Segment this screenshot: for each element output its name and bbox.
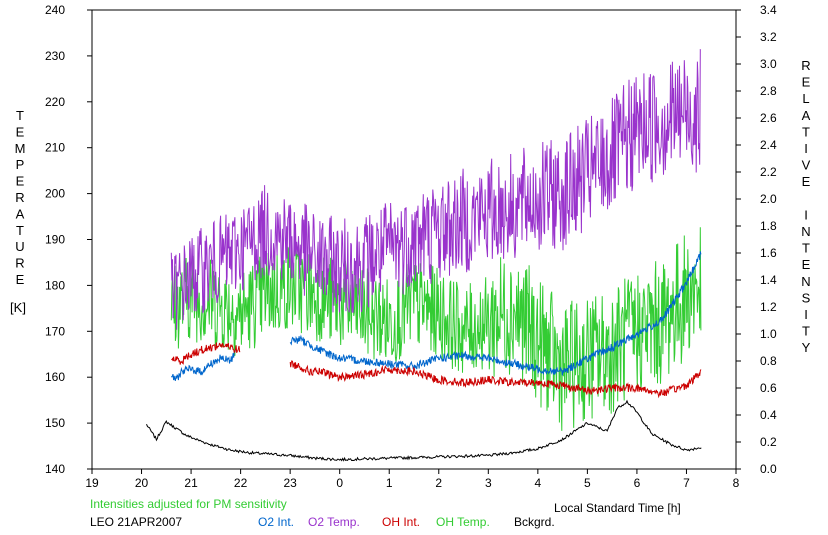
right-tick-label: 3.0 xyxy=(760,57,777,71)
series-layer xyxy=(146,48,702,462)
x-axis-title: Local Standard Time [h] xyxy=(554,501,681,515)
axis-title-letter: A xyxy=(16,206,25,221)
x-tick-label: 21 xyxy=(184,476,198,490)
right-tick-label: 2.8 xyxy=(760,84,777,98)
axis-title-letter: S xyxy=(802,290,811,305)
right-tick-label: 1.0 xyxy=(760,327,777,341)
x-tick-label: 0 xyxy=(336,476,343,490)
series-line-bckgrd xyxy=(146,399,702,462)
series-line-oh-int xyxy=(289,359,702,399)
right-axis-ticks: 0.0 0.2 0.4 0.6 0.8 1.0 1.2 1.4 1.6 1.8 2.0 2.2 2.4 2… xyxy=(736,3,777,476)
left-tick-label: 220 xyxy=(45,95,65,109)
axis-title-letter: E xyxy=(16,124,25,139)
right-tick-label: 0.4 xyxy=(760,408,777,422)
axis-title-letter: I xyxy=(804,141,808,156)
axis-title-letter: E xyxy=(16,174,25,189)
x-tick-label: 7 xyxy=(683,476,690,490)
x-tick-label: 1 xyxy=(386,476,393,490)
axis-title-letter: A xyxy=(802,108,811,123)
axis-title-letter: T xyxy=(16,223,24,238)
left-tick-label: 170 xyxy=(45,324,65,338)
series-line-o2-temp xyxy=(170,48,702,330)
left-tick-label: 240 xyxy=(45,3,65,17)
axis-title-letter: R xyxy=(15,190,24,205)
legend-entry: O2 Int. xyxy=(258,515,294,529)
x-tick-label: 8 xyxy=(733,476,740,490)
axis-title-letter: T xyxy=(802,124,810,139)
left-axis-ticks: 140 150 160 170 180 190 200 210 220 230 240 xyxy=(45,3,92,476)
x-tick-label: 22 xyxy=(234,476,248,490)
x-tick-label: 19 xyxy=(85,476,99,490)
right-tick-label: 3.2 xyxy=(760,30,777,44)
legend-entry: OH Temp. xyxy=(436,515,490,529)
axis-title-letter: R xyxy=(15,256,24,271)
x-tick-label: 6 xyxy=(634,476,641,490)
left-tick-label: 230 xyxy=(45,49,65,63)
sensitivity-note: Intensities adjusted for PM sensitivity xyxy=(90,497,287,511)
x-axis-ticks: 19 20 21 22 23 0 1 2 3 4 5 6 7 8 xyxy=(85,469,740,490)
left-tick-label: 190 xyxy=(45,233,65,247)
axis-title-letter: I xyxy=(804,307,808,322)
left-tick-label: 210 xyxy=(45,141,65,155)
x-tick-label: 23 xyxy=(283,476,297,490)
series-line-oh-int xyxy=(171,342,241,365)
x-tick-label: 5 xyxy=(584,476,591,490)
x-tick-label: 3 xyxy=(485,476,492,490)
right-tick-label: 0.2 xyxy=(760,435,777,449)
right-tick-label: 2.0 xyxy=(760,192,777,206)
left-tick-label: 150 xyxy=(45,416,65,430)
right-tick-label: 2.6 xyxy=(760,111,777,125)
right-tick-label: 0.8 xyxy=(760,354,777,368)
axis-title-letter: Y xyxy=(802,340,811,355)
axis-title-letter: M xyxy=(15,141,26,156)
series-line-o2-int xyxy=(170,350,236,381)
axis-title-letter: N xyxy=(801,224,810,239)
legend-entry: O2 Temp. xyxy=(308,515,360,529)
left-tick-label: 200 xyxy=(45,187,65,201)
axis-title-letter: U xyxy=(15,239,24,254)
axis-title-letter: L xyxy=(802,91,809,106)
left-tick-label: 180 xyxy=(45,278,65,292)
legend-entry: Bckgrd. xyxy=(514,515,555,529)
legend-entry: OH Int. xyxy=(382,515,420,529)
left-tick-label: 160 xyxy=(45,370,65,384)
axis-title-letter: T xyxy=(802,324,810,339)
right-tick-label: 0.0 xyxy=(760,462,777,476)
axis-title-letter: E xyxy=(16,272,25,287)
axis-title-letter: T xyxy=(802,241,810,256)
axis-title-letter: E xyxy=(802,174,811,189)
right-tick-label: 1.4 xyxy=(760,273,777,287)
axis-title-letter: P xyxy=(16,157,25,172)
series-line-oh-temp xyxy=(170,227,702,431)
left-axis-unit: [K] xyxy=(10,300,26,315)
right-tick-label: 3.4 xyxy=(760,3,777,17)
right-tick-label: 1.6 xyxy=(760,246,777,260)
right-tick-label: 2.2 xyxy=(760,165,777,179)
x-tick-label: 2 xyxy=(435,476,442,490)
right-tick-label: 1.8 xyxy=(760,219,777,233)
axis-title-letter: E xyxy=(802,257,811,272)
x-tick-label: 20 xyxy=(135,476,149,490)
axis-title-letter: E xyxy=(802,75,811,90)
right-tick-label: 2.4 xyxy=(760,138,777,152)
x-tick-label: 4 xyxy=(535,476,542,490)
axis-title-letter: I xyxy=(804,207,808,222)
axis-title-letter: T xyxy=(16,108,24,123)
left-tick-label: 140 xyxy=(45,462,65,476)
right-tick-label: 1.2 xyxy=(760,300,777,314)
axis-title-letter: R xyxy=(801,58,810,73)
right-tick-label: 0.6 xyxy=(760,381,777,395)
station-label: LEO 21APR2007 xyxy=(90,515,182,529)
axis-title-letter: V xyxy=(802,158,811,173)
axis-title-letter: N xyxy=(801,274,810,289)
legend: O2 Int. O2 Temp. OH Int. OH Temp. Bckgrd. xyxy=(258,515,555,529)
series-line-o2-int xyxy=(289,251,702,376)
